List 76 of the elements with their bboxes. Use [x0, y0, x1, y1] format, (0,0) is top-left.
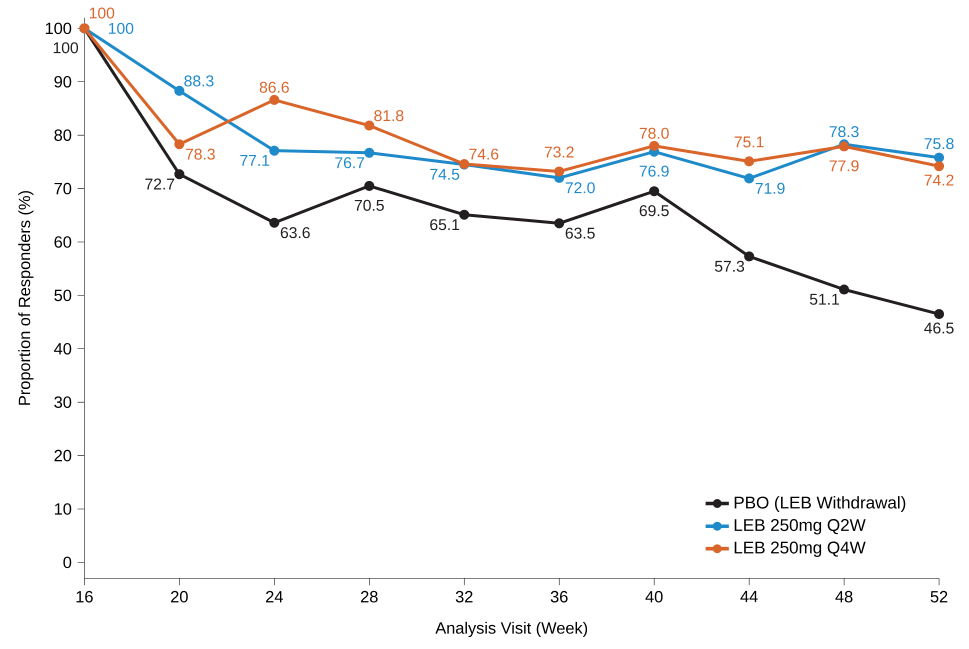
- data-label: 51.1: [810, 294, 839, 305]
- legend-label: LEB 250mg Q2W: [734, 518, 866, 534]
- y-tick-label: 0: [63, 556, 72, 568]
- data-label: 74.6: [469, 148, 498, 160]
- data-label: 57.3: [714, 260, 744, 272]
- data-label: 76.9: [640, 166, 669, 177]
- data-label: 77.9: [830, 160, 859, 172]
- x-tick-label: 44: [740, 590, 758, 602]
- data-label: 100: [108, 22, 134, 34]
- point: [744, 251, 754, 262]
- x-tick-label: 20: [171, 590, 188, 602]
- y-tick-label: 60: [54, 236, 72, 248]
- data-label: 77.1: [240, 154, 270, 166]
- data-label: 100: [90, 7, 114, 18]
- data-label: 78.0: [640, 128, 669, 139]
- point: [364, 148, 374, 158]
- y-tick-label: 80: [54, 129, 72, 141]
- point: [174, 86, 184, 96]
- data-label: 74.2: [924, 174, 954, 186]
- data-label: 63.6: [280, 227, 310, 238]
- point: [269, 218, 280, 228]
- y-tick-label: 10: [54, 503, 72, 515]
- data-label: 73.2: [544, 146, 574, 158]
- data-label: 72.0: [566, 182, 595, 194]
- y-tick-label: 100: [46, 22, 72, 34]
- data-label: 81.8: [374, 110, 404, 122]
- point: [174, 139, 184, 150]
- data-label: 74.5: [430, 168, 460, 180]
- point: [269, 146, 280, 156]
- legend-label: LEB 250mg Q4W: [734, 541, 866, 557]
- data-label: 71.9: [756, 182, 785, 194]
- data-label: 86.6: [260, 82, 289, 93]
- point: [649, 140, 660, 151]
- x-tick-label: 32: [456, 590, 472, 602]
- y-tick-label: 30: [54, 396, 72, 408]
- x-tick-label: 52: [930, 590, 948, 602]
- data-label: 69.5: [640, 205, 669, 216]
- data-label: 46.5: [924, 322, 954, 334]
- x-tick-label: 24: [266, 590, 283, 602]
- point: [269, 94, 280, 105]
- y-tick-label: 20: [54, 450, 72, 462]
- data-label: 63.5: [566, 228, 595, 239]
- x-tick-label: 28: [361, 590, 378, 602]
- x-tick-label: 48: [835, 590, 852, 602]
- point: [174, 169, 184, 180]
- point: [649, 186, 660, 196]
- y-tick-label: 40: [54, 342, 72, 354]
- point: [934, 161, 944, 172]
- data-label: 88.3: [184, 75, 214, 86]
- data-label: 78.3: [186, 148, 215, 160]
- y-tick-label: 70: [54, 182, 72, 194]
- data-label: 78.3: [830, 126, 859, 138]
- point: [554, 218, 564, 228]
- x-tick-label: 40: [645, 590, 663, 602]
- y-tick-label: 50: [54, 290, 72, 302]
- data-label: 76.7: [335, 157, 364, 168]
- legend-label: PBO (LEB Withdrawal): [734, 496, 906, 512]
- point: [839, 284, 850, 294]
- point: [934, 308, 944, 320]
- y-axis-title: Proportion of Responders (%): [18, 191, 34, 405]
- x-tick-label: 16: [76, 590, 93, 602]
- point: [364, 180, 374, 191]
- data-label: 65.1: [430, 219, 460, 230]
- point: [459, 210, 470, 220]
- data-label: 70.5: [354, 200, 384, 211]
- point: [744, 156, 754, 166]
- point: [364, 120, 374, 131]
- point: [744, 173, 754, 184]
- data-label: 75.8: [924, 138, 954, 150]
- x-tick-label: 36: [550, 590, 568, 602]
- point: [554, 166, 564, 176]
- y-tick-label: 90: [54, 76, 72, 88]
- data-label: 75.1: [734, 136, 764, 148]
- data-label: 72.7: [145, 178, 174, 190]
- x-axis-title: Analysis Visit (Week): [435, 622, 588, 637]
- point: [934, 152, 944, 163]
